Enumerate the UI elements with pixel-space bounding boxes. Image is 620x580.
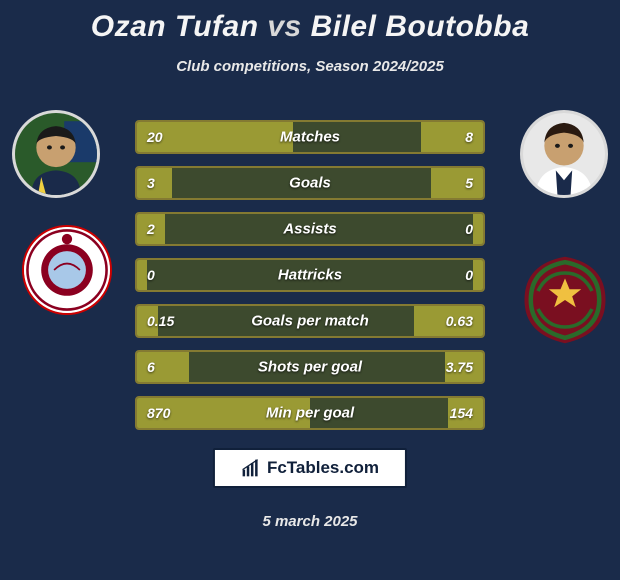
date-label: 5 march 2025 — [262, 513, 357, 530]
stat-value-left: 20 — [147, 129, 163, 145]
stat-label: Min per goal — [266, 405, 354, 422]
stat-value-right: 154 — [450, 405, 473, 421]
stat-label: Hattricks — [278, 267, 342, 284]
stat-row: 0.15 0.63 Goals per match — [135, 304, 485, 338]
stats-container: 208Matches35Goals20Assists00Hattricks0.1… — [135, 120, 485, 442]
stat-row: 870 154 Min per goal — [135, 396, 485, 430]
stat-value-left: 3 — [147, 175, 155, 191]
stat-row: 2 0 Assists — [135, 212, 485, 246]
stat-label: Assists — [283, 221, 336, 238]
player2-name: Bilel Boutobba — [311, 10, 530, 43]
stat-label: Shots per goal — [258, 359, 362, 376]
stat-row: 3 5 Goals — [135, 166, 485, 200]
stat-fill-right — [473, 260, 483, 290]
stat-label: Goals per match — [251, 313, 369, 330]
stat-value-left: 6 — [147, 359, 155, 375]
stat-value-left: 2 — [147, 221, 155, 237]
stat-row: 6 3.75 Shots per goal — [135, 350, 485, 384]
stat-row: 0 0 Hattricks — [135, 258, 485, 292]
stat-value-right: 0 — [465, 267, 473, 283]
player2-avatar — [520, 110, 608, 198]
player1-name: Ozan Tufan — [91, 10, 259, 43]
stat-fill-right — [473, 214, 483, 244]
stat-fill-right — [421, 122, 483, 152]
stat-value-right: 5 — [465, 175, 473, 191]
stat-value-right: 0 — [465, 221, 473, 237]
stat-label: Matches — [280, 129, 340, 146]
page-title: Ozan Tufan vs Bilel Boutobba — [0, 0, 620, 44]
player1-club-badge — [22, 225, 112, 315]
stat-value-right: 8 — [465, 129, 473, 145]
vs-separator: vs — [267, 10, 301, 43]
brand-logo-icon — [241, 458, 261, 478]
stat-fill-right — [431, 168, 483, 198]
stat-value-left: 0.15 — [147, 313, 174, 329]
stat-value-left: 0 — [147, 267, 155, 283]
brand-text: FcTables.com — [267, 458, 379, 478]
stat-label: Goals — [289, 175, 331, 192]
brand-badge: FcTables.com — [213, 448, 407, 488]
stat-fill-left — [137, 260, 147, 290]
player2-club-badge — [520, 255, 610, 345]
stat-fill-left — [137, 352, 189, 382]
stat-value-right: 0.63 — [446, 313, 473, 329]
stat-value-right: 3.75 — [446, 359, 473, 375]
player1-avatar — [12, 110, 100, 198]
subtitle: Club competitions, Season 2024/2025 — [0, 58, 620, 75]
stat-row: 20 8 Matches — [135, 120, 485, 154]
stat-value-left: 870 — [147, 405, 170, 421]
